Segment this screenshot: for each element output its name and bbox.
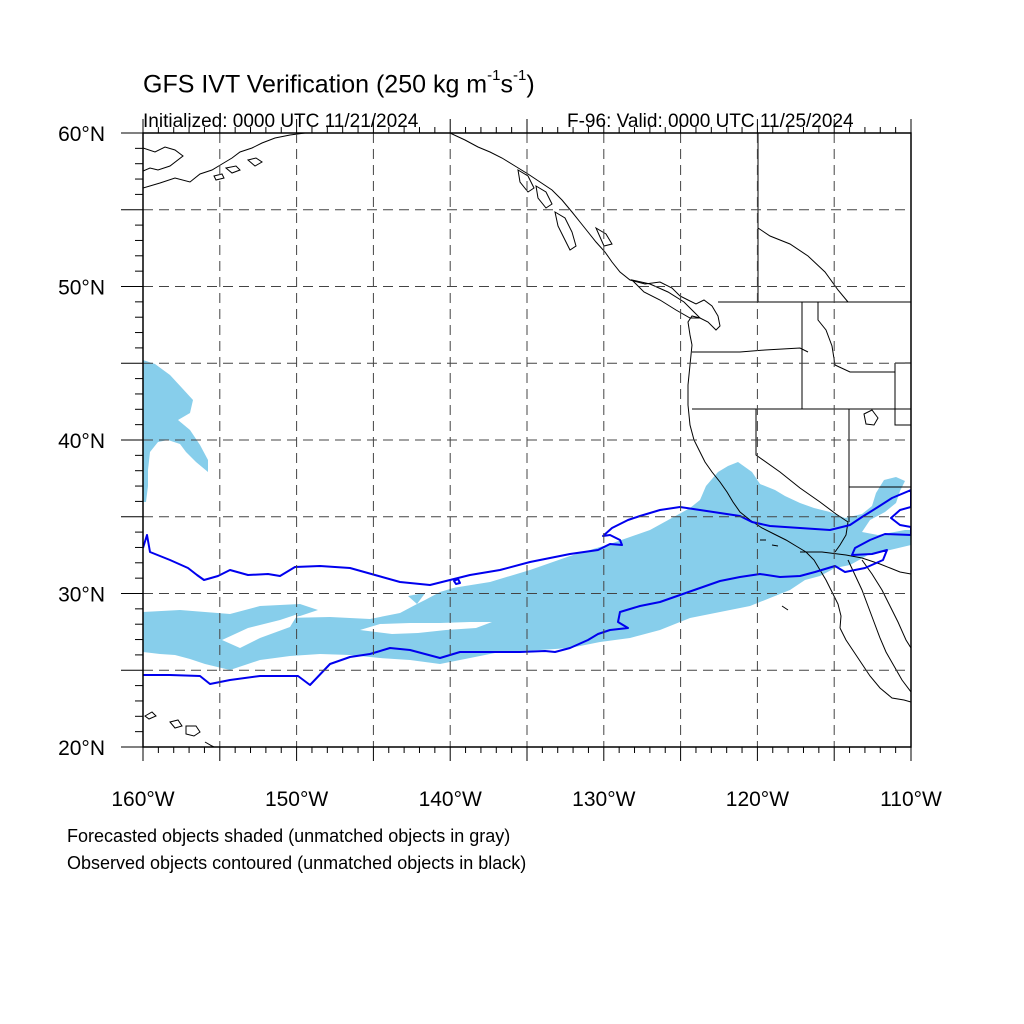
hawaii-islands [144, 711, 215, 747]
footnote-observed: Observed objects contoured (unmatched ob… [67, 853, 527, 873]
forecast-gaps [222, 583, 492, 648]
panhandle-islands [517, 169, 613, 247]
haida-gwaii [554, 210, 577, 251]
observed-object-contour [143, 489, 911, 686]
initialized-label: Initialized: 0000 UTC 11/21/2024 [143, 111, 419, 132]
great-salt-lake [863, 409, 879, 426]
map-title: GFS IVT Verification (250 kg m-1s-1) [143, 67, 535, 99]
lat-label: 40°N [58, 430, 105, 453]
vancouver-island [630, 279, 702, 319]
channel-islands [760, 539, 789, 611]
alaska-coast [143, 133, 306, 189]
forecast-objects-shading [143, 360, 911, 670]
title-exponent-2: -1 [512, 67, 527, 84]
forecast-gap-west [222, 614, 298, 648]
observed-objects-contours [143, 489, 911, 686]
coastlines-and-borders [143, 133, 911, 747]
lon-label: 130°W [572, 788, 635, 811]
lon-label: 140°W [419, 788, 482, 811]
sonora-coast [861, 559, 911, 649]
lat-label: 60°N [58, 123, 105, 146]
valid-time-label: F-96: Valid: 0000 UTC 11/25/2024 [567, 111, 854, 132]
lon-label: 150°W [265, 788, 328, 811]
canada-provincial-border [757, 133, 849, 303]
baja-gulf-coast [847, 559, 911, 693]
forecast-gap-north [417, 583, 470, 604]
baja-west-coast [839, 627, 911, 703]
panhandle-bc-coast [449, 133, 721, 346]
lat-label: 20°N [58, 737, 105, 760]
observed-small-object [453, 578, 461, 585]
lat-label: 50°N [58, 277, 105, 300]
us-mexico-border [800, 551, 911, 575]
axis-labels: 60°N 50°N 40°N 30°N 20°N 160°W 150°W 140°W 130°W… [58, 123, 942, 811]
title-text-end: ) [526, 70, 535, 99]
footnote-forecast: Forecasted objects shaded (unmatched obj… [67, 826, 511, 846]
latlon-grid [143, 133, 911, 747]
title-text: GFS IVT Verification (250 kg m [143, 70, 488, 99]
lon-label: 120°W [726, 788, 789, 811]
lon-label: 160°W [111, 788, 174, 811]
forecast-gap-central [360, 622, 492, 634]
alaska-islands [213, 157, 263, 181]
title-exponent-1: -1 [487, 67, 501, 84]
lat-label: 30°N [58, 584, 105, 607]
title-text-s: s [500, 70, 513, 99]
lon-label: 110°W [880, 788, 942, 811]
forecast-object-main [143, 462, 911, 670]
axis-ticks [121, 119, 912, 761]
us-west-coast [687, 344, 842, 629]
forecast-object-west [143, 360, 208, 502]
